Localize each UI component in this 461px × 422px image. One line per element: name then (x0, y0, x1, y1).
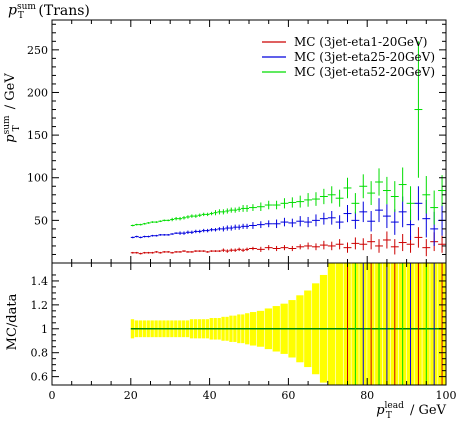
chart-title-sub: T (17, 11, 24, 22)
legend-label: MC (3jet-eta1-20GeV) (294, 35, 427, 49)
ratio-band-bin (327, 263, 336, 385)
ratio-tick-label: 0.8 (31, 347, 49, 360)
legend-label: MC (3jet-eta25-20GeV) (294, 50, 435, 64)
ratio-series-3 (354, 263, 427, 385)
ratio-tick-label: 1.4 (31, 275, 49, 288)
y-tick-label: 200 (27, 86, 48, 99)
y-axis-label: psumT / GeV (2, 73, 22, 143)
ratio-tick-label: 0.6 (31, 371, 49, 384)
legend-label: MC (3jet-eta52-20GeV) (294, 65, 435, 79)
ratio-series-2 (362, 263, 435, 385)
x-tick-label: 40 (203, 389, 217, 402)
x-tick-label: 0 (49, 389, 56, 402)
x-tick-label: 100 (436, 389, 457, 402)
y-tick-label: 50 (34, 214, 48, 227)
x-axis-label: plead T / GeV (376, 401, 446, 421)
series-1 (130, 227, 446, 257)
y-tick-label: 100 (27, 172, 48, 185)
ratio-tick-label: 1.2 (31, 299, 49, 312)
ratio-band-bin (335, 263, 343, 385)
chart-title-main: p (8, 2, 17, 19)
chart-title: psumT (Trans) (8, 2, 90, 21)
x-tick-label: 80 (360, 389, 374, 402)
x-tick-label: 20 (124, 389, 138, 402)
chart-title-suffix: (Trans) (38, 2, 90, 19)
series-3 (130, 41, 446, 227)
y-tick-label: 250 (27, 44, 48, 57)
ratio-axis-label: MC/data (5, 293, 20, 350)
x-tick-label: 60 (281, 389, 295, 402)
ratio-tick-label: 1 (41, 323, 48, 336)
ratio-series-1 (347, 263, 443, 385)
series-2 (130, 186, 446, 246)
y-tick-label: 150 (27, 129, 48, 142)
chart-title-sup: sum (16, 2, 36, 12)
